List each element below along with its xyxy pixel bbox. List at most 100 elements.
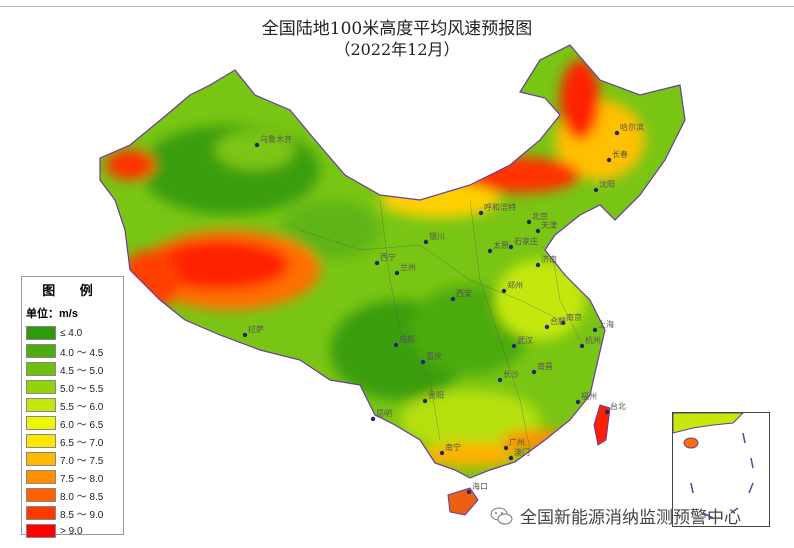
city-marker xyxy=(242,332,248,338)
legend-label: > 9.0 xyxy=(60,525,83,537)
legend-label: 6.5 ～ 7.0 xyxy=(60,437,104,449)
city-marker xyxy=(508,244,514,250)
city-marker xyxy=(478,210,484,216)
legend-item: 5.5 ～ 6.0 xyxy=(26,396,123,414)
legend-label: 7.0 ～ 7.5 xyxy=(60,455,104,467)
legend-swatch xyxy=(26,362,56,376)
city-marker xyxy=(535,262,541,268)
city-label: 贵阳 xyxy=(428,391,444,400)
legend-swatch xyxy=(26,398,56,412)
city-marker xyxy=(420,359,426,365)
city-label: 济南 xyxy=(541,255,557,264)
legend-label: 4.0 ～ 4.5 xyxy=(60,347,104,359)
city-label: 海口 xyxy=(472,482,488,491)
legend-label: 5.5 ～ 6.0 xyxy=(60,401,104,413)
city-label: 澳门 xyxy=(514,448,530,457)
hainan-island xyxy=(447,487,479,516)
legend-swatch xyxy=(26,380,56,394)
city-label: 杭州 xyxy=(585,336,601,345)
city-label: 郑州 xyxy=(507,281,523,290)
legend-item: 7.0 ～ 7.5 xyxy=(26,450,123,468)
city-marker xyxy=(614,130,620,136)
city-marker xyxy=(560,320,566,326)
city-marker xyxy=(497,377,503,383)
city-marker xyxy=(531,369,537,375)
city-marker xyxy=(593,187,599,193)
city-marker xyxy=(393,342,399,348)
legend-swatch xyxy=(26,434,56,448)
legend-swatch xyxy=(26,488,56,502)
city-label: 昆明 xyxy=(376,409,392,418)
map-title: 全国陆地100米高度平均风速预报图 xyxy=(261,19,533,39)
legend-swatch xyxy=(26,524,56,538)
legend-label: 4.5 ～ 5.0 xyxy=(60,365,104,377)
legend-item: 8.0 ～ 8.5 xyxy=(26,486,123,504)
city-label: 武汉 xyxy=(517,336,533,345)
legend-item: 4.5 ～ 5.0 xyxy=(26,360,123,378)
legend-swatch xyxy=(26,344,56,358)
city-marker xyxy=(592,327,598,333)
map-subtitle: （2022年12月） xyxy=(334,40,460,59)
city-marker xyxy=(450,296,456,302)
legend-swatch xyxy=(26,416,56,430)
city-marker xyxy=(526,219,532,225)
city-marker xyxy=(535,228,541,234)
city-label: 哈尔滨 xyxy=(620,123,644,132)
city-label: 合肥 xyxy=(550,317,566,326)
city-label: 呼和浩特 xyxy=(484,203,516,212)
city-marker xyxy=(254,142,260,148)
city-label: 广州 xyxy=(509,438,525,447)
city-label: 西安 xyxy=(456,289,472,298)
legend-title: 图 例 xyxy=(42,284,103,299)
legend-label: 8.5 ～ 9.0 xyxy=(60,509,104,521)
legend-item: 6.0 ～ 6.5 xyxy=(26,414,123,432)
legend-item: ≤ 4.0 xyxy=(26,324,123,342)
city-label: 天津 xyxy=(541,221,557,230)
city-marker xyxy=(579,343,585,349)
legend-label: ≤ 4.0 xyxy=(60,327,83,339)
city-label: 长沙 xyxy=(503,370,519,379)
city-label: 长春 xyxy=(612,150,628,159)
legend-label: 7.5 ～ 8.0 xyxy=(60,473,104,485)
city-label: 银川 xyxy=(429,232,445,241)
city-marker xyxy=(370,416,376,422)
legend-swatch xyxy=(26,326,56,340)
city-label: 成都 xyxy=(399,335,415,344)
city-markers xyxy=(242,130,620,495)
legend-swatch xyxy=(26,506,56,520)
legend-label: 5.0 ～ 5.5 xyxy=(60,383,104,395)
city-marker xyxy=(606,157,612,163)
city-marker xyxy=(544,324,550,330)
city-marker xyxy=(511,343,517,349)
city-marker xyxy=(487,248,493,254)
taiwan-island xyxy=(593,404,611,446)
city-label: 南京 xyxy=(566,313,582,322)
city-marker xyxy=(374,260,380,266)
wechat-icon xyxy=(490,507,513,524)
city-label: 上海 xyxy=(598,320,614,329)
legend-unit: 单位：m/s xyxy=(26,308,78,320)
legend-item: 6.5 ～ 7.0 xyxy=(26,432,123,450)
watermark: 全国新能源消纳监测预警中心 xyxy=(490,503,741,528)
legend-item: 5.0 ～ 5.5 xyxy=(26,378,123,396)
china-border xyxy=(99,44,686,479)
watermark-text: 全国新能源消纳监测预警中心 xyxy=(520,508,741,528)
city-label: 南昌 xyxy=(537,362,553,371)
city-label: 福州 xyxy=(581,392,597,401)
city-label: 太原 xyxy=(493,241,509,250)
legend-label: 6.0 ～ 6.5 xyxy=(60,419,104,431)
city-label: 石家庄 xyxy=(514,237,538,246)
legend: 图 例 单位：m/s ≤ 4.0 4.0 ～ 4.5 4.5 ～ 5.0 5.0 ～ … xyxy=(21,276,124,538)
city-marker xyxy=(422,398,428,404)
legend-swatch xyxy=(26,452,56,466)
city-marker xyxy=(394,270,400,276)
city-label: 重庆 xyxy=(426,352,442,361)
top-divider xyxy=(0,6,794,7)
city-marker xyxy=(575,399,581,405)
city-label: 北京 xyxy=(532,212,548,221)
legend-swatch xyxy=(26,470,56,484)
city-marker xyxy=(439,450,445,456)
city-label: 沈阳 xyxy=(599,180,615,189)
legend-item: 7.5 ～ 8.0 xyxy=(26,468,123,486)
